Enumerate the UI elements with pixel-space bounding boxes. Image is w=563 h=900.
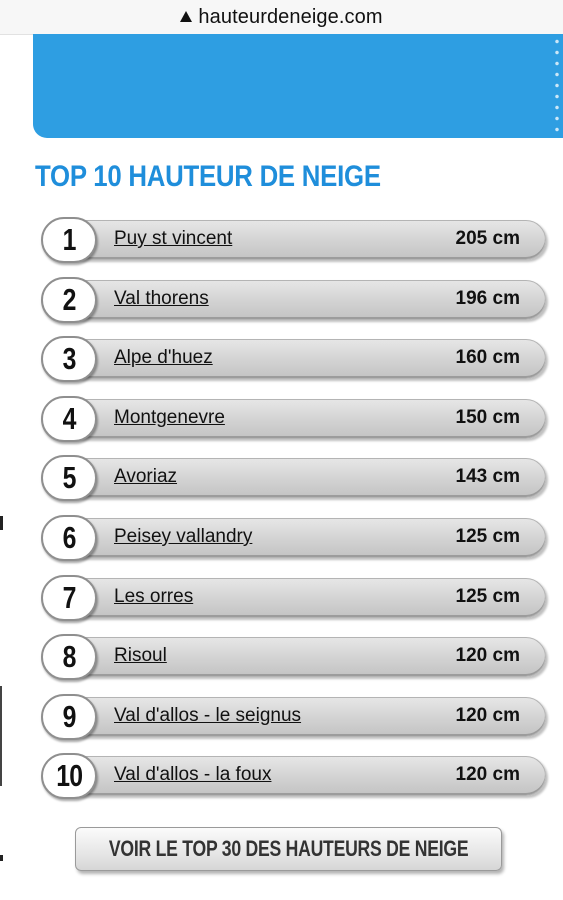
header-banner — [33, 34, 563, 138]
ranking-row: 7 Les orres 125 cm — [40, 574, 548, 622]
resort-link[interactable]: Risoul — [114, 645, 167, 666]
snow-depth-value: 125 cm — [455, 586, 520, 607]
ranking-bar — [62, 280, 546, 320]
rank-number: 2 — [62, 282, 77, 317]
ranking-bar — [62, 697, 546, 737]
snow-depth-value: 120 cm — [455, 764, 520, 785]
rank-badge: 6 — [41, 515, 97, 561]
ranking-bar — [62, 339, 546, 379]
rank-badge: 10 — [41, 753, 97, 799]
snow-depth-value: 125 cm — [455, 526, 520, 547]
resort-link[interactable]: Avoriaz — [114, 466, 178, 487]
rank-number: 6 — [62, 520, 77, 555]
ranking-bar — [62, 637, 546, 677]
resort-link[interactable]: Puy st vincent — [114, 228, 233, 249]
ranking-bar — [62, 578, 546, 618]
rank-number: 1 — [62, 222, 77, 257]
resort-link[interactable]: Val thorens — [114, 288, 209, 309]
ranking-row: 2 Val thorens 196 cm — [40, 276, 548, 324]
resort-link[interactable]: Peisey vallandry — [114, 526, 253, 547]
left-edge-fragment — [0, 855, 3, 861]
banner-dots-decoration — [554, 36, 560, 136]
ranking-row: 8 Risoul 120 cm — [40, 633, 548, 681]
rank-badge: 9 — [41, 694, 97, 740]
ranking-bar — [62, 399, 546, 439]
ranking-row: 4 Montgenevre 150 cm — [40, 395, 548, 443]
rank-badge: 1 — [41, 217, 97, 263]
ranking-row: 6 Peisey vallandry 125 cm — [40, 514, 548, 562]
rank-badge: 5 — [41, 455, 97, 501]
rank-number: 8 — [62, 639, 77, 674]
warning-triangle-icon — [180, 10, 193, 22]
ranking-bar — [62, 518, 546, 558]
resort-link[interactable]: Alpe d'huez — [114, 347, 213, 368]
address-bar[interactable]: hauteurdeneige.com — [0, 0, 563, 35]
resort-link[interactable]: Les orres — [114, 586, 194, 607]
left-edge-fragment — [0, 516, 3, 530]
section-title: TOP 10 HAUTEUR DE NEIGE — [35, 160, 381, 193]
ranking-row: 9 Val d'allos - le seignus 120 cm — [40, 693, 548, 741]
ranking-row: 3 Alpe d'huez 160 cm — [40, 335, 548, 383]
rank-number: 10 — [55, 758, 83, 793]
snow-depth-value: 196 cm — [455, 288, 520, 309]
snow-depth-value: 205 cm — [455, 228, 520, 249]
rank-badge: 2 — [41, 277, 97, 323]
ranking-row: 5 Avoriaz 143 cm — [40, 454, 548, 502]
ranking-bar — [62, 756, 546, 796]
rank-badge: 8 — [41, 634, 97, 680]
resort-link[interactable]: Val d'allos - le seignus — [114, 705, 302, 726]
rank-badge: 7 — [41, 575, 97, 621]
ranking-row: 1 Puy st vincent 205 cm — [40, 216, 548, 264]
rank-number: 9 — [62, 699, 77, 734]
snow-depth-value: 143 cm — [455, 466, 520, 487]
rank-number: 5 — [62, 460, 77, 495]
snow-depth-value: 120 cm — [455, 645, 520, 666]
snow-depth-value: 120 cm — [455, 705, 520, 726]
rank-number: 7 — [62, 580, 77, 615]
snow-depth-value: 160 cm — [455, 347, 520, 368]
top30-button[interactable]: VOIR LE TOP 30 DES HAUTEURS DE NEIGE — [75, 827, 502, 871]
address-domain: hauteurdeneige.com — [198, 5, 383, 28]
left-edge-fragment — [0, 686, 2, 786]
snow-depth-value: 150 cm — [455, 407, 520, 428]
rank-number: 4 — [62, 401, 77, 436]
rank-badge: 4 — [41, 396, 97, 442]
rank-badge: 3 — [41, 336, 97, 382]
ranking-row: 10 Val d'allos - la foux 120 cm — [40, 752, 548, 800]
resort-link[interactable]: Montgenevre — [114, 407, 225, 428]
ranking-bar — [62, 458, 546, 498]
top30-button-label: VOIR LE TOP 30 DES HAUTEURS DE NEIGE — [108, 836, 469, 861]
ranking-bar — [62, 220, 546, 260]
rank-number: 3 — [62, 341, 77, 376]
resort-link[interactable]: Val d'allos - la foux — [114, 764, 272, 785]
